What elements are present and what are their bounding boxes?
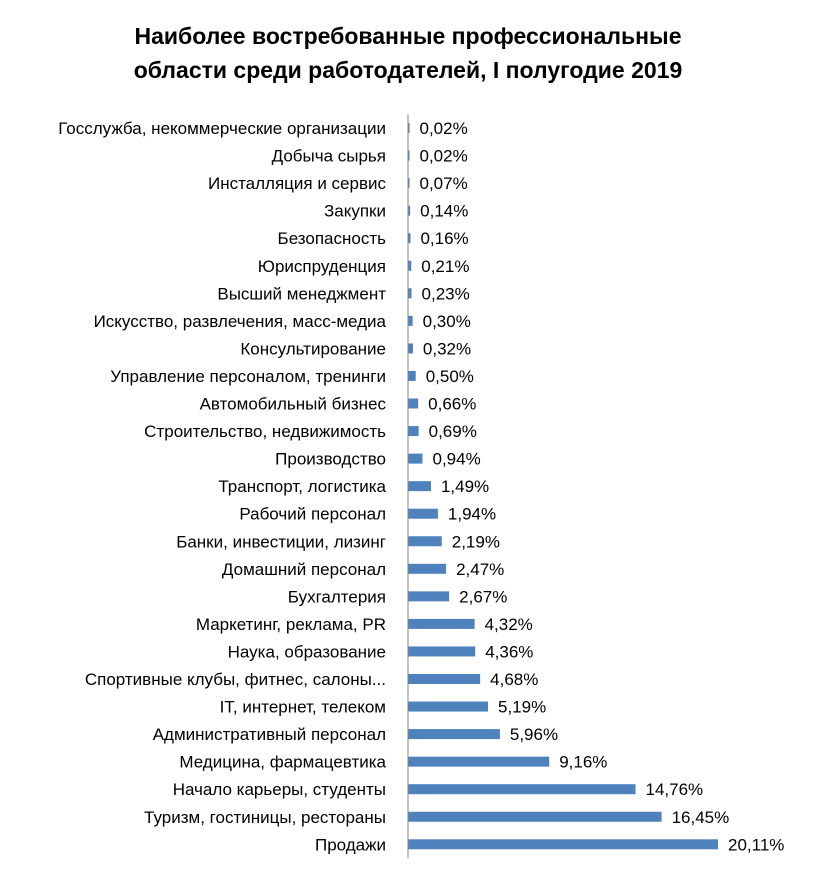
bar xyxy=(408,288,412,299)
category-label: Автомобильный бизнес xyxy=(200,395,387,414)
category-label: Продажи xyxy=(315,835,386,854)
bar xyxy=(408,839,718,850)
value-label: 1,49% xyxy=(441,477,489,496)
value-label: 0,16% xyxy=(420,229,468,248)
value-label: 0,14% xyxy=(420,202,468,221)
category-label: Инсталляция и сервис xyxy=(208,174,387,193)
bar xyxy=(408,343,413,354)
category-label: Туризм, гостиницы, рестораны xyxy=(144,808,386,827)
category-label: Транспорт, логистика xyxy=(218,477,386,496)
value-label: 0,02% xyxy=(420,147,468,166)
bar xyxy=(408,784,636,795)
value-label: 4,32% xyxy=(485,615,533,634)
value-label: 0,69% xyxy=(429,422,477,441)
category-label: Юриспруденция xyxy=(258,257,386,276)
bar xyxy=(408,563,447,574)
category-label: Медицина, фармацевтика xyxy=(179,753,386,772)
category-label: Госслужба, некоммерческие организации xyxy=(58,119,386,138)
category-label: Спортивные клубы, фитнес, салоны... xyxy=(85,670,386,689)
category-label: Банки, инвестиции, лизинг xyxy=(176,532,386,551)
bar xyxy=(408,508,438,519)
bar xyxy=(408,426,419,437)
value-label: 2,19% xyxy=(452,532,500,551)
chart-title-line-2: области среди работодателей, I полугодие… xyxy=(134,57,683,83)
bar xyxy=(408,756,550,767)
bar xyxy=(408,729,500,740)
value-label: 4,36% xyxy=(485,642,533,661)
value-label: 5,96% xyxy=(510,725,558,744)
bar xyxy=(408,123,410,133)
bar xyxy=(408,701,489,712)
bar xyxy=(408,178,410,189)
value-label: 0,50% xyxy=(426,367,474,386)
bar xyxy=(408,674,481,684)
bar xyxy=(408,453,423,464)
bar xyxy=(408,536,442,547)
value-label: 9,16% xyxy=(559,753,607,772)
value-label: 20,11% xyxy=(728,835,784,854)
value-label: 0,07% xyxy=(420,174,468,193)
value-label: 0,02% xyxy=(420,119,468,138)
category-label: Консультирование xyxy=(240,339,386,358)
bar xyxy=(408,233,411,244)
chart-rows: Госслужба, некоммерческие организации 0,0… xyxy=(58,119,784,854)
value-label: 0,30% xyxy=(423,312,471,331)
value-label: 0,23% xyxy=(422,284,470,303)
bar xyxy=(408,260,412,271)
value-label: 1,94% xyxy=(448,505,496,524)
value-label: 5,19% xyxy=(498,698,546,717)
value-label: 0,21% xyxy=(421,257,469,276)
category-label: Производство xyxy=(275,450,386,469)
category-label: Домашний персонал xyxy=(222,560,386,579)
bar xyxy=(408,481,431,492)
category-label: Административный персонал xyxy=(153,725,386,744)
category-label: Высший менеджмент xyxy=(217,284,386,303)
value-label: 0,94% xyxy=(432,450,480,469)
value-label: 2,67% xyxy=(459,587,507,606)
bar xyxy=(408,646,476,657)
bar xyxy=(408,398,419,409)
category-label: Управление персоналом, тренинги xyxy=(110,367,386,386)
value-label: 0,66% xyxy=(428,395,476,414)
category-label: Добыча сырья xyxy=(272,147,386,166)
bar xyxy=(408,811,662,822)
value-label: 16,45% xyxy=(672,808,730,827)
bar xyxy=(408,618,475,629)
category-label: Бухгалтерия xyxy=(288,587,386,606)
category-label: Рабочий персонал xyxy=(239,505,386,524)
bar xyxy=(408,205,411,216)
chart-title-line-1: Наиболее востребованные профессиональные xyxy=(134,23,681,49)
value-label: 0,32% xyxy=(423,339,471,358)
value-label: 4,68% xyxy=(490,670,538,689)
category-label: Маркетинг, реклама, PR xyxy=(196,615,386,634)
category-label: IT, интернет, телеком xyxy=(220,698,386,717)
category-label: Начало карьеры, студенты xyxy=(173,780,386,799)
bar xyxy=(408,315,413,326)
category-label: Безопасность xyxy=(278,229,387,248)
category-label: Искусство, развлечения, масс-медиа xyxy=(94,312,387,331)
value-label: 14,76% xyxy=(646,780,704,799)
category-label: Закупки xyxy=(324,202,386,221)
bar xyxy=(408,370,416,381)
category-label: Строительство, недвижимость xyxy=(144,422,386,441)
category-label: Наука, образование xyxy=(228,642,386,661)
bar xyxy=(408,591,450,602)
value-label: 2,47% xyxy=(456,560,504,579)
bar xyxy=(408,150,410,161)
